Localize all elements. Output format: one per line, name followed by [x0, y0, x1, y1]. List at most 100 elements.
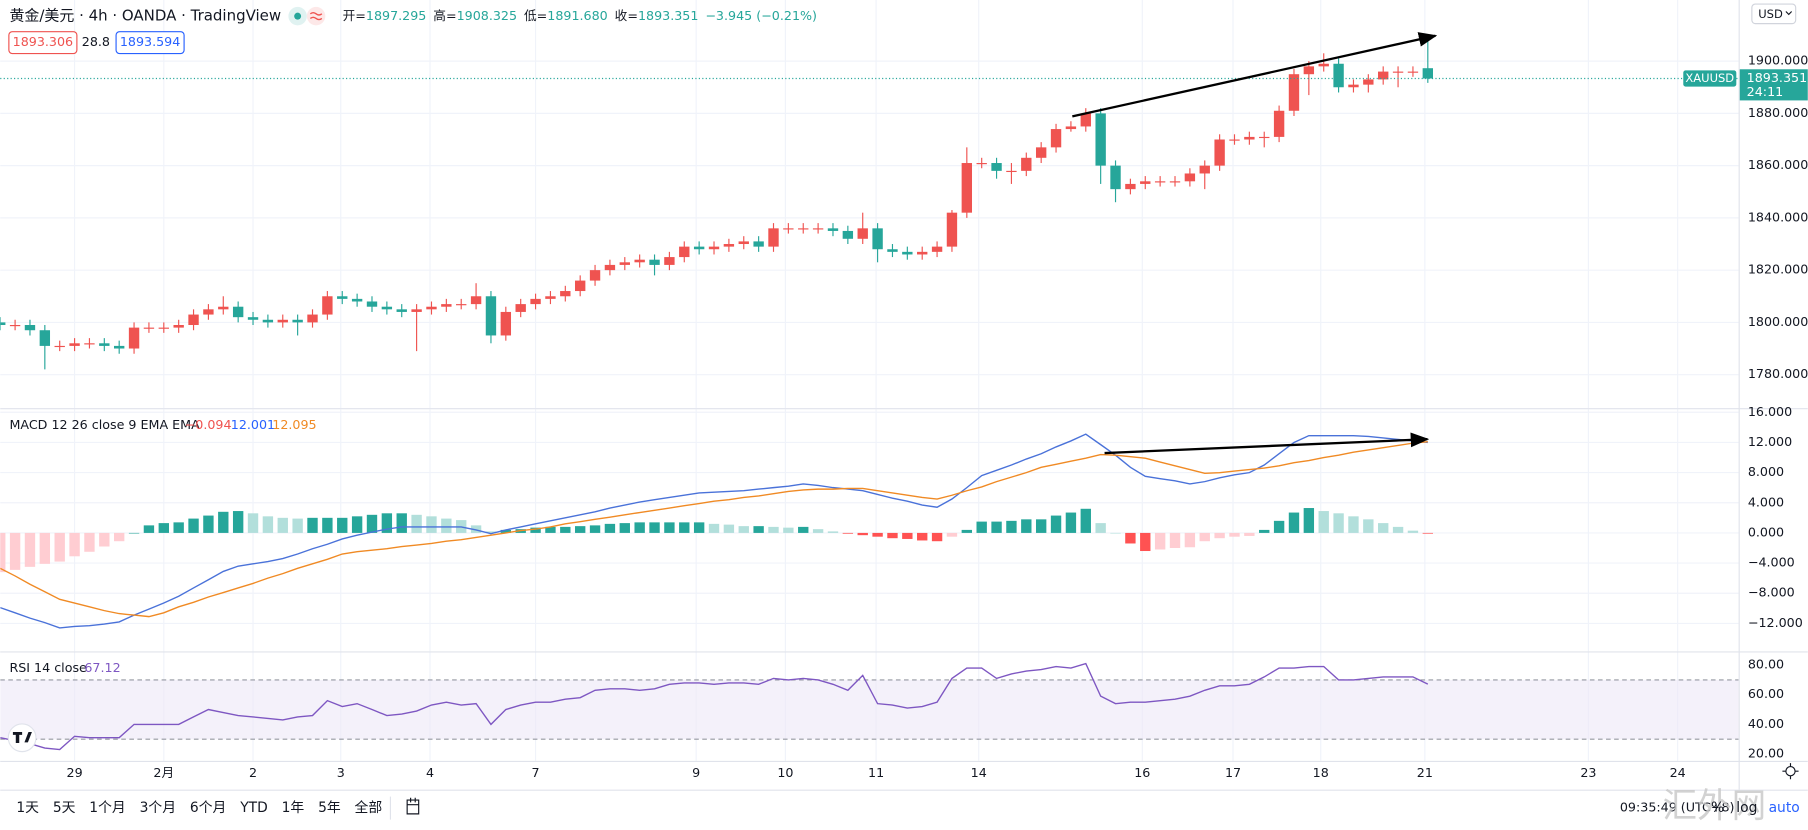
settings-icon[interactable] — [1785, 766, 1796, 777]
candle-body — [679, 246, 690, 258]
candle-body — [812, 228, 824, 230]
currency-button[interactable] — [1751, 3, 1797, 25]
percent-toggle[interactable]: % — [1711, 800, 1724, 816]
rsi-line — [0, 662, 1429, 751]
histogram-bar — [1288, 512, 1300, 533]
candle-body — [604, 264, 616, 271]
histogram-bar — [842, 532, 854, 534]
histogram-bar — [1244, 532, 1255, 536]
histogram-bar — [1021, 519, 1032, 533]
candle-body — [619, 262, 630, 265]
range-button[interactable]: 3个月 — [140, 800, 176, 816]
candle-body — [188, 314, 199, 326]
histogram-bar — [857, 532, 868, 536]
histogram-bar — [1184, 532, 1196, 548]
candle-body — [798, 228, 809, 230]
y-tick-label: −8.000 — [1748, 585, 1795, 600]
range-button[interactable]: 6个月 — [190, 800, 226, 816]
candle-body — [560, 291, 571, 297]
macd-line — [0, 433, 1428, 629]
candle-body — [114, 345, 125, 349]
range-buttons: 1天 5天 1个月 3个月 6个月 YTD 1年 5年 全部 — [16, 799, 382, 816]
range-button[interactable]: 1天 — [16, 800, 39, 816]
ohlc-label: 收= — [615, 8, 638, 23]
y-tick-label: 80.00 — [1748, 657, 1784, 672]
candle-body — [218, 306, 229, 310]
histogram-bar — [679, 522, 690, 533]
x-tick-label: 2 — [249, 765, 257, 780]
logo — [12, 732, 32, 743]
candle-body — [1006, 170, 1017, 173]
range-button[interactable]: 1个月 — [89, 800, 125, 816]
y-tick-label: 16.000 — [1748, 404, 1792, 419]
histogram-bar — [991, 521, 1002, 533]
settings-icon — [1782, 763, 1799, 780]
range-button[interactable]: 5天 — [53, 800, 76, 816]
candle-body — [277, 319, 288, 323]
range-button[interactable]: 1年 — [282, 800, 305, 816]
candle-body — [1303, 66, 1315, 75]
histogram-bar — [545, 526, 556, 533]
bid-box[interactable] — [8, 31, 78, 55]
candle-body — [1363, 79, 1374, 85]
macd-value: 12.001 — [231, 417, 275, 432]
histogram-bar — [693, 522, 705, 533]
x-tick-label: 14 — [971, 765, 987, 780]
histogram-bar — [203, 515, 214, 533]
histogram-bar — [1154, 532, 1166, 550]
watermark: 汇外网 — [1663, 787, 1767, 827]
candle-body — [426, 306, 437, 310]
histogram-bar — [619, 523, 630, 533]
macd — [0, 433, 1434, 629]
macd-hist-value: −0.094 — [185, 417, 232, 432]
candle-body — [485, 296, 497, 336]
histogram-bar — [1199, 532, 1210, 542]
histogram-bar — [961, 529, 973, 533]
candle-body — [500, 311, 512, 336]
histogram-bar — [1125, 532, 1136, 544]
histogram-bar — [1006, 520, 1017, 533]
histogram-bar — [634, 522, 645, 533]
x-tick-label: 3 — [337, 765, 345, 780]
candle-body — [857, 228, 868, 239]
candle-body — [1080, 113, 1091, 127]
ask-box[interactable] — [115, 31, 185, 55]
marks-layer — [0, 39, 1739, 751]
clock: 09:35:49 (UTC+8) — [1620, 800, 1735, 815]
histogram-bar — [723, 524, 735, 533]
candle-body — [381, 306, 393, 310]
histogram-bar — [872, 532, 883, 537]
ohlc-value: 1897.295 — [366, 8, 426, 23]
log-toggle[interactable]: log — [1736, 800, 1757, 816]
candle-body — [1378, 71, 1389, 80]
range-button[interactable]: 5年 — [318, 800, 341, 816]
date-range-icon[interactable] — [406, 797, 420, 815]
x-tick-label: 24 — [1670, 765, 1686, 780]
ohlc-label: 开= — [343, 8, 366, 23]
histogram-bar — [589, 525, 601, 533]
candle-body — [783, 228, 794, 230]
histogram-bar — [798, 526, 809, 533]
candle-body — [1244, 136, 1255, 140]
range-button[interactable]: 全部 — [355, 799, 383, 816]
histogram-bar — [1378, 523, 1389, 533]
candle-body — [917, 251, 928, 255]
histogram-bar — [664, 522, 675, 533]
auto-toggle[interactable]: auto — [1769, 800, 1800, 816]
histogram-bar — [1095, 523, 1106, 533]
ohlc-value: 1893.351 — [638, 8, 698, 23]
x-tick-label: 29 — [67, 765, 83, 780]
histogram-bar — [1392, 526, 1404, 533]
candle-body — [1333, 63, 1344, 88]
candle-body — [1169, 181, 1181, 183]
candle-body — [1035, 147, 1047, 158]
candle-body — [441, 304, 452, 307]
range-button[interactable]: YTD — [239, 800, 268, 816]
candle-body — [1259, 136, 1270, 139]
histogram-bar — [827, 531, 839, 533]
x-tick-label: 11 — [868, 765, 884, 780]
candle-body — [247, 317, 259, 320]
macd-line — [0, 441, 1428, 618]
histogram-bar — [247, 513, 259, 533]
